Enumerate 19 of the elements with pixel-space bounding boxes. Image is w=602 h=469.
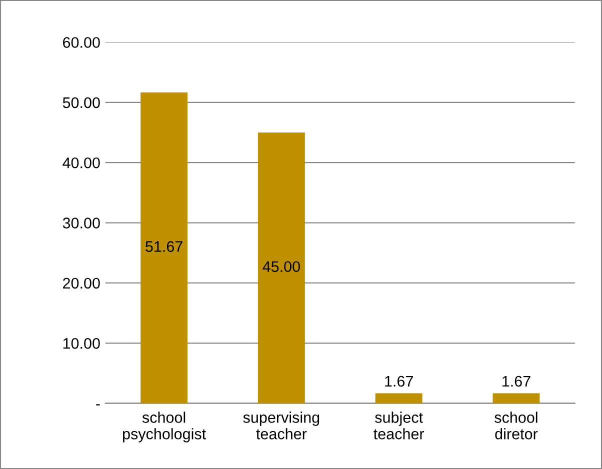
- y-tick-label: 40.00: [62, 157, 100, 168]
- bar: [375, 393, 422, 404]
- data-label: 1.67: [385, 376, 413, 387]
- y-tick-label: 50.00: [62, 97, 100, 108]
- bar: [492, 393, 540, 404]
- x-tick-label: subject teacher: [374, 412, 424, 440]
- bar: [140, 92, 188, 404]
- x-tick-label: school psychologist: [122, 412, 206, 442]
- y-tick-label: 30.00: [62, 218, 100, 228]
- data-label: 45.00: [262, 261, 300, 272]
- x-tick-label: supervising teacher: [243, 412, 320, 440]
- x-tick-label: school diretor: [494, 412, 538, 440]
- data-label: 1.67: [502, 376, 530, 387]
- y-tick-label: -: [96, 404, 100, 406]
- y-tick-label: 10.00: [63, 338, 100, 349]
- y-tick-label: 20.00: [63, 278, 100, 289]
- data-label: 51.67: [146, 241, 182, 252]
- bar: [258, 132, 305, 404]
- y-tick-label: 60.00: [63, 37, 100, 48]
